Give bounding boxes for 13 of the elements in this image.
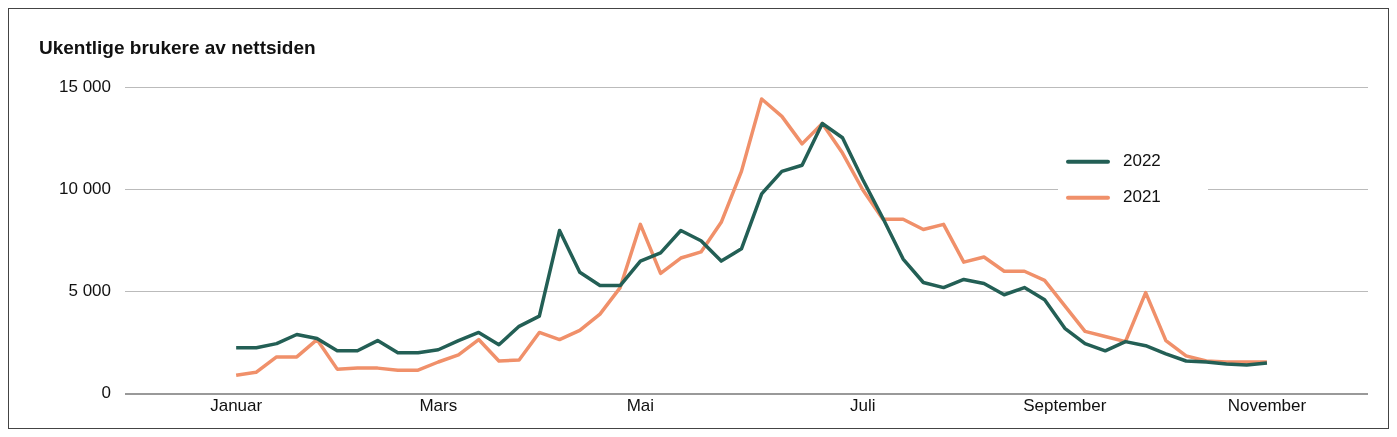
y-tick-label: 10 000 [59, 179, 111, 199]
y-tick-label: 0 [101, 383, 111, 403]
x-tick-label: Mai [626, 396, 655, 416]
x-tick-label: Juli [849, 396, 876, 416]
y-tick-label: 15 000 [59, 77, 111, 97]
x-tick-label: November [1227, 396, 1307, 416]
x-tick-label: Mars [419, 396, 458, 416]
chart-title: Ukentlige brukere av nettsiden [39, 36, 316, 58]
legend-label: 2021 [1123, 187, 1161, 207]
x-tick-label: Januar [210, 396, 263, 416]
y-tick-label: 5 000 [68, 281, 111, 301]
legend-label: 2022 [1123, 151, 1161, 171]
x-tick-label: September [1023, 396, 1107, 416]
